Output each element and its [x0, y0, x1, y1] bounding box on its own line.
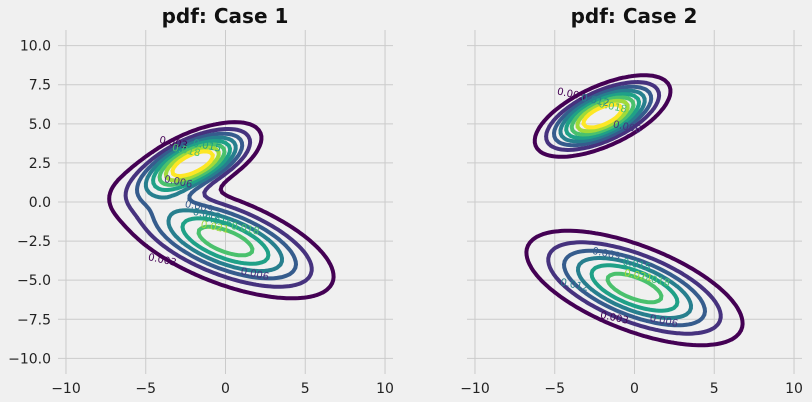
x-tick-label: −10	[51, 381, 81, 397]
x-tick-label: −5	[135, 381, 156, 397]
subplot-case-1: pdf: Case 1 0.0030.0060.0090.0120.0150.0…	[8, 4, 394, 397]
x-tick-label: 5	[301, 381, 310, 397]
contour-level-0-015	[151, 139, 271, 266]
contour-level-0-006	[123, 127, 314, 289]
y-tick-label: −2.5	[17, 234, 51, 250]
contour-level-0-003	[524, 73, 745, 348]
contour-level-0-006	[544, 80, 723, 336]
contour-level-0-012	[558, 88, 693, 320]
grid-lines	[58, 30, 393, 374]
x-tick-label: −10	[460, 381, 490, 397]
contour-level-0-021	[575, 98, 630, 134]
contour-level-0-009	[552, 84, 707, 328]
x-tick-label: 0	[630, 381, 639, 397]
y-tick-label: −10.0	[8, 351, 51, 367]
contour-level-0-021	[163, 145, 221, 183]
contour-level-0-024	[581, 102, 624, 130]
contour-level-0-018	[157, 142, 255, 258]
contour-level-0-024	[170, 149, 215, 179]
x-tick-label: 5	[710, 381, 719, 397]
y-tick-label: −7.5	[17, 312, 51, 328]
contour-lines	[107, 120, 336, 301]
y-tick-label: 10.0	[20, 39, 51, 55]
y-tick-label: 2.5	[29, 156, 51, 172]
y-tick-label: 7.5	[29, 78, 51, 94]
contour-lines	[524, 73, 745, 348]
x-tick-label: 10	[376, 381, 394, 397]
x-tick-label: 10	[785, 381, 803, 397]
chart-title: pdf: Case 1	[162, 4, 289, 28]
tick-labels: −10 −5 0 5 10	[460, 381, 803, 397]
contour-level-0-015	[564, 92, 680, 313]
contour-level-0-003	[107, 120, 336, 301]
y-tick-label: 0.0	[29, 195, 51, 211]
subplot-case-2: pdf: Case 2 0.0030.0060.0120.0180.0090.0…	[460, 4, 803, 397]
y-tick-label: 5.0	[29, 117, 51, 133]
tick-labels: −10 −5 0 5 10 10.0 7.5 5.0 2.5 0.0 −2.5 −5.0 −7.5 −10…	[8, 39, 394, 397]
contour-level-0-018	[569, 95, 664, 305]
contour-level-0-012	[143, 135, 284, 274]
y-tick-label: −5.0	[17, 273, 51, 289]
x-tick-label: −5	[544, 381, 565, 397]
contour-level-0-009	[135, 131, 298, 281]
x-tick-label: 0	[221, 381, 230, 397]
chart-title: pdf: Case 2	[571, 4, 698, 28]
